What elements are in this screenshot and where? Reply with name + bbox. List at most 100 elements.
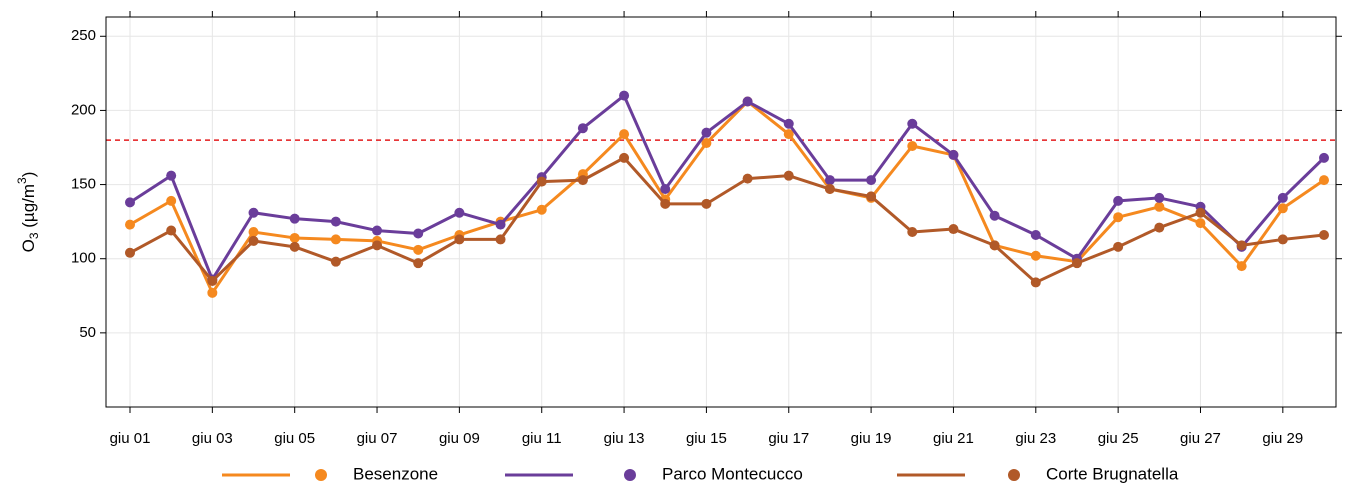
data-point [1319, 175, 1329, 186]
y-label-part: ) [19, 172, 38, 178]
x-tick-label: giu 13 [604, 430, 645, 447]
y-tick-label: 100 [71, 250, 96, 267]
data-point [248, 207, 259, 218]
data-point [1113, 241, 1124, 252]
x-tick-label: giu 17 [768, 430, 809, 447]
legend-dot [1008, 469, 1020, 481]
x-tick-label: giu 19 [851, 430, 892, 447]
data-point [207, 287, 218, 298]
y-tick-label: 150 [71, 176, 96, 193]
data-point [907, 227, 918, 238]
data-point [619, 129, 630, 140]
data-point [1030, 250, 1041, 261]
y-label-part: O [19, 239, 38, 252]
data-point [701, 198, 712, 209]
data-point [1319, 229, 1329, 240]
data-point [1277, 192, 1288, 203]
data-point [619, 90, 630, 101]
data-point [907, 118, 918, 129]
data-point [125, 247, 135, 258]
x-tick-label: giu 03 [192, 430, 233, 447]
data-point [783, 170, 794, 181]
data-point [824, 175, 835, 186]
data-point [536, 176, 547, 187]
data-point [1030, 277, 1041, 288]
plot-frame [105, 16, 1337, 408]
x-tick-label: giu 21 [933, 430, 974, 447]
legend-dot [315, 469, 327, 481]
series-line [129, 100, 1325, 295]
y-label-part: (µg/m [19, 184, 38, 233]
y-tick-label: 50 [79, 324, 96, 341]
data-point [948, 149, 959, 160]
data-point [289, 232, 300, 243]
data-point [1319, 152, 1329, 163]
data-point [1030, 229, 1041, 240]
x-tick-label: giu 23 [1015, 430, 1056, 447]
y-axis-label: O3 (µg/m3) [15, 172, 41, 253]
data-point [454, 207, 465, 218]
data-point [577, 123, 588, 134]
data-point [207, 275, 218, 286]
y-label-part: 3 [15, 177, 29, 184]
data-point [866, 175, 877, 186]
data-point [619, 152, 630, 163]
x-tick-label: giu 09 [439, 430, 480, 447]
legend-label: Besenzone [353, 464, 438, 483]
legend-dot [624, 469, 636, 481]
data-point [166, 225, 177, 236]
data-point [660, 198, 671, 209]
data-point [1277, 234, 1288, 245]
data-point [742, 173, 753, 184]
data-point [330, 256, 341, 267]
data-point [413, 244, 424, 255]
data-point [372, 225, 383, 236]
data-point [742, 96, 753, 107]
data-point [372, 240, 383, 251]
data-point [948, 224, 959, 235]
data-point [248, 227, 259, 238]
series-line [129, 94, 1326, 281]
data-point [989, 240, 1000, 251]
data-point [1236, 240, 1247, 251]
data-point [1113, 195, 1124, 206]
data-point [701, 127, 712, 138]
data-point [289, 213, 300, 224]
data-point [701, 138, 712, 149]
x-tick-label: giu 11 [522, 430, 562, 447]
data-point [1195, 207, 1206, 218]
x-tick-label: giu 15 [686, 430, 727, 447]
data-point [824, 184, 835, 195]
data-point [1277, 203, 1288, 214]
data-point [577, 175, 588, 186]
data-point [413, 258, 424, 269]
y-tick-label: 200 [71, 101, 96, 118]
legend-label: Parco Montecucco [662, 464, 803, 483]
data-point [166, 195, 177, 206]
data-point [1154, 201, 1165, 212]
data-point [866, 191, 877, 202]
legend-label: Corte Brugnatella [1046, 464, 1179, 483]
data-point [1113, 212, 1124, 223]
data-point [495, 234, 506, 245]
x-tick-label: giu 01 [110, 430, 151, 447]
data-point [783, 118, 794, 129]
data-point [1154, 192, 1165, 203]
data-point [248, 235, 259, 246]
data-point [907, 141, 918, 152]
y-tick-label: 250 [71, 27, 96, 44]
series-line [129, 156, 1325, 284]
x-tick-label: giu 05 [274, 430, 315, 447]
data-point [660, 184, 671, 195]
data-point [1195, 218, 1206, 229]
x-tick-label: giu 25 [1098, 430, 1139, 447]
data-point [1154, 222, 1165, 233]
data-point [536, 204, 547, 215]
data-point [125, 197, 135, 208]
data-point [125, 219, 135, 230]
data-point [330, 234, 341, 245]
y-label-part: 3 [27, 232, 41, 239]
x-tick-label: giu 29 [1262, 430, 1303, 447]
data-point [454, 234, 465, 245]
